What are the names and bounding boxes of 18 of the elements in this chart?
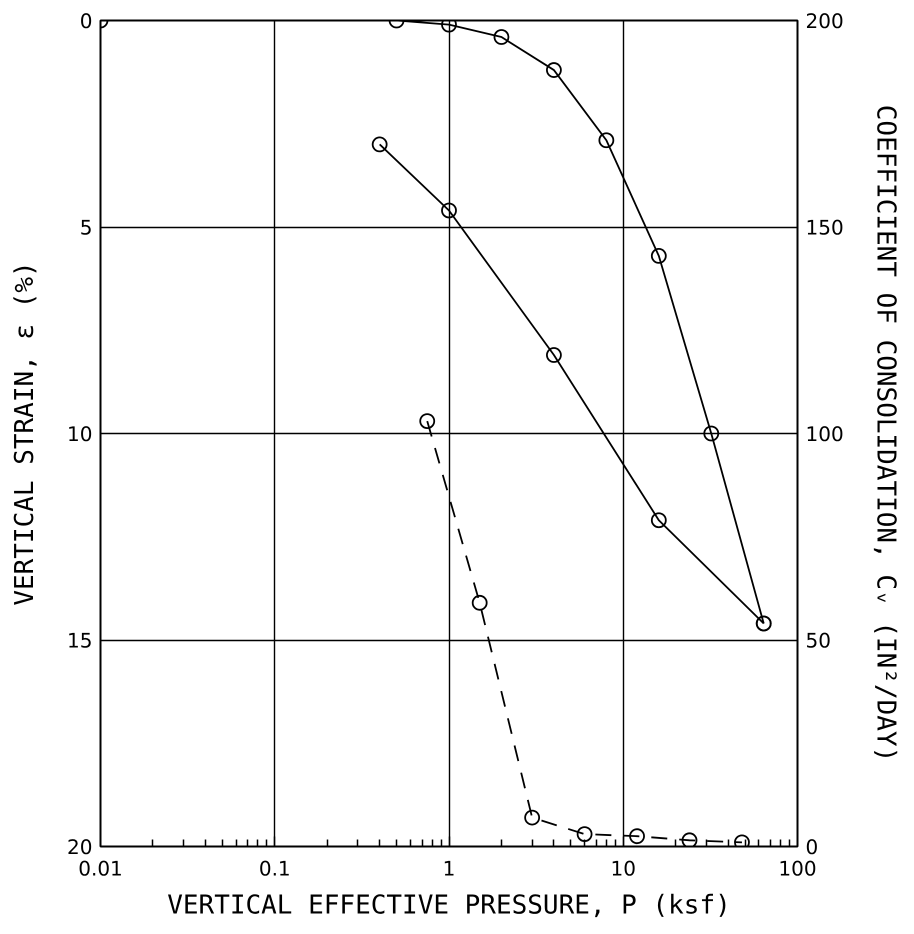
x-tick-label: 0.1 <box>258 856 291 880</box>
y2-tick-label: 50 <box>806 628 831 652</box>
y-axis-title: VERTICAL STRAIN, ε (%) <box>10 261 40 606</box>
y-tick-label: 15 <box>67 628 93 652</box>
x-tick-label: 100 <box>778 856 817 880</box>
y2-tick-label: 200 <box>806 9 844 33</box>
y-tick-label: 10 <box>67 422 93 446</box>
x-tick-label: 10 <box>610 856 636 880</box>
y-tick-label: 5 <box>80 216 93 240</box>
y2-axis-title: COEFFICIENT OF CONSOLIDATION, Cᵥ (IN²/DAY) <box>870 104 901 762</box>
x-tick-label: 0.01 <box>78 856 123 880</box>
y2-tick-label: 150 <box>806 216 844 240</box>
y2-tick-label: 0 <box>806 835 818 859</box>
y-tick-label: 0 <box>80 9 93 33</box>
x-tick-label: 1 <box>442 856 456 880</box>
x-axis-title: VERTICAL EFFECTIVE PRESSURE, P (ksf) <box>167 890 731 920</box>
y2-tick-label: 100 <box>806 422 844 446</box>
y-tick-label: 20 <box>67 835 93 859</box>
